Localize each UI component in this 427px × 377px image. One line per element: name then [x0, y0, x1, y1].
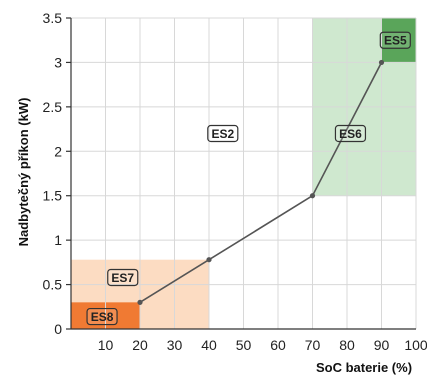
y-tick-label: 1.5 [43, 188, 63, 204]
region-label-text: ES6 [339, 127, 362, 141]
region-labels-layer: ES7 ES8 ES6 ES5 ES2 [86, 31, 411, 326]
y-tick-label: 3 [54, 54, 62, 70]
ticks-layer: 10 20 30 40 50 60 70 80 90 100 0 0.5 1 1.5 2 2.5 3 3.5 [43, 10, 427, 353]
x-tick-label: 10 [98, 337, 114, 353]
series-line [139, 62, 383, 304]
x-axis-title: SoC baterie (%) [316, 360, 412, 375]
region-label-es8: ES8 [86, 307, 118, 326]
series-layer [137, 59, 385, 305]
x-tick-label: 20 [132, 337, 148, 353]
region-label-es6: ES6 [334, 124, 367, 143]
x-tick-label: 80 [339, 337, 355, 353]
x-tick-label: 70 [305, 337, 321, 353]
region-label-box [86, 307, 118, 326]
region-label-es5: ES5 [379, 31, 411, 49]
y-axis-title: Nadbytečný příkon (kW) [16, 98, 31, 247]
region-label-box [379, 31, 411, 49]
region-label-box [107, 268, 139, 287]
x-tick-label: 50 [236, 337, 252, 353]
y-tick-label: 2.5 [43, 99, 63, 115]
axes-layer [66, 17, 416, 330]
grid-layer [71, 17, 417, 329]
region-label-text: ES5 [384, 34, 407, 48]
region-label-text: ES7 [111, 271, 134, 285]
x-tick-label: 100 [404, 337, 427, 353]
x-tick-label: 60 [270, 337, 286, 353]
region-label-es7: ES7 [107, 268, 139, 287]
region-label-box [207, 124, 239, 143]
y-tick-label: 3.5 [43, 10, 63, 26]
data-point [137, 299, 143, 305]
region-label-text: ES2 [211, 127, 234, 141]
data-point [309, 193, 316, 199]
y-tick-label: 1 [54, 232, 62, 248]
y-tick-label: 0 [54, 321, 62, 337]
data-point [206, 257, 212, 263]
data-point [378, 59, 385, 66]
x-tick-label: 90 [374, 337, 390, 353]
region-label-es2: ES2 [207, 124, 239, 143]
y-tick-label: 2 [54, 143, 62, 159]
x-tick-label: 40 [201, 337, 217, 353]
region-label-box [334, 124, 367, 143]
x-tick-label: 30 [167, 337, 183, 353]
region-label-text: ES8 [91, 310, 114, 324]
y-tick-label: 0.5 [43, 277, 63, 293]
